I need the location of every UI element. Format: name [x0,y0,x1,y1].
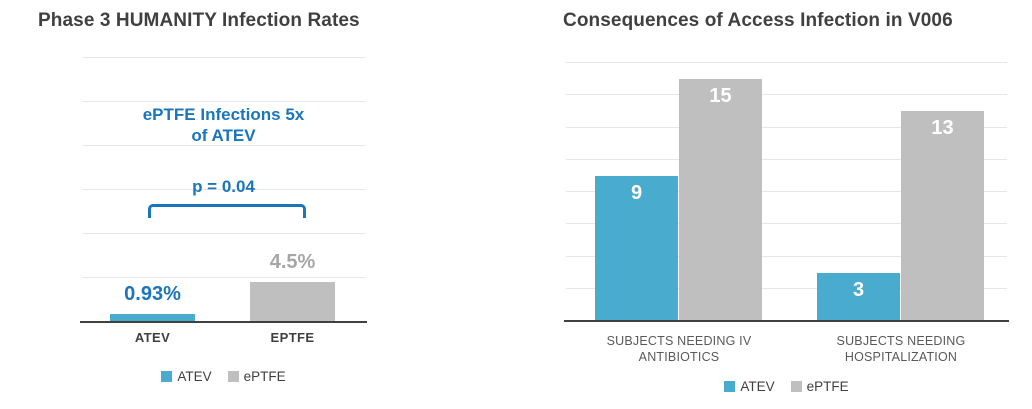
legend-label: ePTFE [243,369,286,384]
bar-atev [110,313,195,322]
gridline [566,223,1007,225]
legend-item-atev: ATEV [161,369,212,384]
category-label: ATEV [134,330,171,345]
gridline [566,191,1007,192]
right-chart: Consequences of Access Infection in V006… [563,8,1032,406]
annotation-p-value: p = 0.04 [192,177,255,196]
legend-label: ATEV [177,369,212,384]
bar-value-label: 4.5% [269,251,316,274]
gridline [566,126,1007,128]
legend-item-eptfe: ePTFE [790,379,849,394]
gridline [82,101,365,102]
gridline [82,145,365,146]
left-chart-title: Phase 3 HUMANITY Infection Rates [38,10,360,31]
bar-atev-group2 [817,272,900,321]
category-label: SUBJECTS NEEDING HOSPITALIZATION [836,334,966,364]
left-chart-legend: ATEV ePTFE [82,369,365,384]
bar-eptfe-group2 [901,111,984,321]
atev-legend-swatch-icon [724,381,736,392]
right-chart-plot-area: 9 15 3 13 [564,62,1009,322]
annotation-eptfe-5x: ePTFE Infections 5x of ATEV [142,105,305,145]
bar-eptfe-group1 [679,79,762,321]
right-chart-title: Consequences of Access Infection in V006 [563,10,953,31]
atev-legend-swatch-icon [161,371,173,382]
bar-value-label: 9 [630,181,643,204]
bar-value-label: 0.93% [124,282,181,305]
left-chart-plot-area: ePTFE Infections 5x of ATEV p = 0.04 0.9… [80,57,367,323]
gridline [566,287,1007,289]
legend-label: ePTFE [806,379,849,394]
category-label: EPTFE [270,330,315,345]
category-label: SUBJECTS NEEDING IV ANTIBIOTICS [606,334,752,364]
legend-label: ATEV [740,379,775,394]
bar-value-label: 15 [709,85,732,108]
bar-value-label: 13 [931,117,954,140]
gridline [82,277,365,278]
gridline [82,233,365,234]
gridline [566,255,1007,257]
eptfe-legend-swatch-icon [227,371,239,382]
eptfe-legend-swatch-icon [790,381,802,392]
right-chart-legend: ATEV ePTFE [566,379,1007,394]
gridline [566,94,1007,96]
gridline [566,158,1007,160]
x-axis-line [80,321,367,323]
bar-value-label: 3 [852,278,865,301]
x-axis-line [564,320,1009,322]
legend-item-eptfe: ePTFE [227,369,286,384]
gridline [566,62,1007,63]
gridline [82,189,365,190]
legend-item-atev: ATEV [724,379,775,394]
left-chart: Phase 3 HUMANITY Infection Rates ePTFE I… [38,8,378,406]
bar-atev-group1 [595,175,678,321]
bar-eptfe [250,282,335,322]
gridline [82,57,365,58]
significance-bracket [148,204,306,218]
